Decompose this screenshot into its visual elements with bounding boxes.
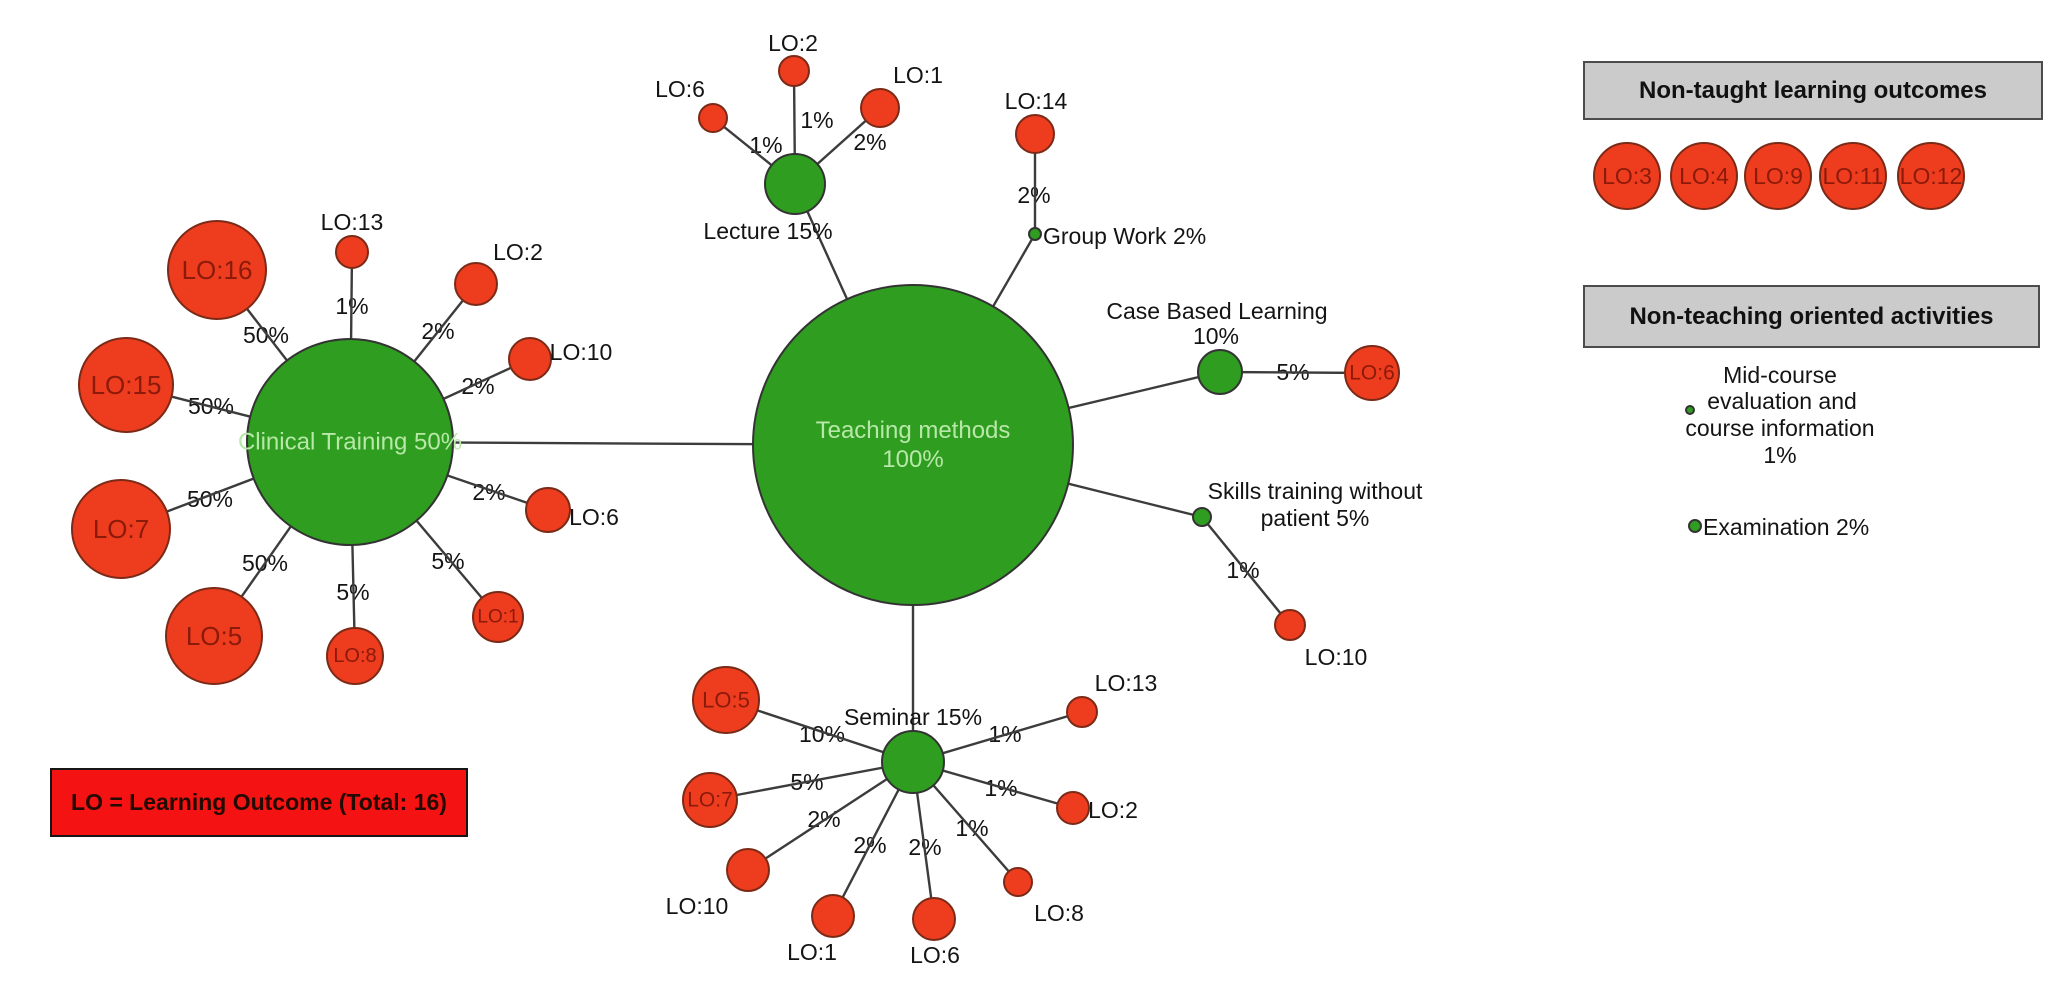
floating-label-midcourse-line4: 1% [1763,442,1796,468]
se_lo1-label: LO:1 [787,939,837,965]
c_lo8-circle [326,627,384,685]
nt_lo11-label: LO:11 [1823,163,1884,189]
seminar-circle [881,730,945,794]
nt_lo4-circle [1670,142,1738,210]
c_lo5-circle [165,587,263,685]
group_work-circle [1028,227,1042,241]
s_lo10-label: LO:10 [1305,644,1368,670]
legend-note-text: LO = Learning Outcome (Total: 16) [71,789,447,815]
se_lo6-circle [912,897,956,941]
nt_lo12-label: LO:12 [1900,163,1963,189]
edge-seminar-se_lo10 [747,760,914,872]
c_lo1-circle [472,591,524,643]
se_lo8-label: LO:8 [1034,900,1084,926]
c_lo10-label: LO:10 [550,339,613,365]
clinical-label: Clinical Training 50% [238,429,462,456]
c_lo2-label: LO:2 [493,239,543,265]
l_lo6-label: LO:6 [655,76,705,102]
se_lo2-label: LO:2 [1088,797,1138,823]
nt_lo3-circle [1593,142,1661,210]
g_lo14-label: LO:14 [1005,88,1068,114]
nt_lo9-label: LO:9 [1753,163,1803,189]
c_lo7-label: LO:7 [93,514,149,544]
se_lo7-label: LO:7 [687,789,733,812]
se_lo7-circle [682,772,738,828]
skills_training-circle [1192,507,1212,527]
floating-label-examination: Examination 2% [1703,514,1869,540]
edge-weight-label-lecture-l_lo1: 2% [853,129,886,155]
se_lo13-circle [1066,696,1098,728]
se_lo1-circle [811,894,855,938]
legend-note-box: LO = Learning Outcome (Total: 16) [50,768,468,837]
panel-non-teaching-title: Non-teaching oriented activities [1629,302,1994,330]
exam_dot-circle [1688,519,1702,533]
nt_lo4-label: LO:4 [1679,163,1729,189]
teaching-circle [752,284,1074,606]
teaching-label: Teaching methods 100% [816,417,1011,473]
c_lo13-label: LO:13 [321,209,384,235]
c_lo8-label: LO:8 [333,645,376,667]
s_lo10-circle [1274,609,1306,641]
g_lo14-circle [1015,114,1055,154]
floating-label-skills-title-line1: Skills training without [1208,478,1423,504]
midcourse_dot-circle [1685,405,1695,415]
se_lo13-label: LO:13 [1095,670,1158,696]
c_lo16-label: LO:16 [182,255,253,285]
l_lo6-circle [698,103,728,133]
floating-label-lecture-title: Lecture 15% [703,218,832,244]
nt_lo9-circle [1744,142,1812,210]
edge-weight-label-skills_training-s_lo10: 1% [1226,557,1259,583]
floating-label-midcourse-line2: evaluation and [1707,388,1857,414]
c_lo10-circle [508,337,552,381]
edge-weight-label-seminar-se_lo5: 10% [799,721,845,747]
floating-label-seminar-title: Seminar 15% [844,704,982,730]
edge-weight-label-lecture-l_lo2: 1% [800,107,833,133]
floating-label-skills-title-line2: patient 5% [1261,505,1370,531]
c_lo2-circle [454,262,498,306]
floating-label-case-based-title-line1: Case Based Learning [1106,298,1327,324]
l_lo1-circle [860,88,900,128]
c_lo13-circle [335,235,369,269]
se_lo5-label: LO:5 [702,688,750,713]
se_lo2-circle [1056,791,1090,825]
edge-weight-label-lecture-l_lo6: 1% [749,132,782,158]
case_based-circle [1197,349,1243,395]
l_lo2-circle [778,55,810,87]
edge-weight-label-clinical-c_lo6: 2% [472,479,505,505]
c_lo7-circle [71,479,171,579]
c_lo6-label: LO:6 [569,504,619,530]
floating-label-case-based-title-line2: 10% [1193,323,1239,349]
se_lo10-circle [726,848,770,892]
cb_lo6-label: LO:6 [1349,362,1395,385]
nt_lo3-label: LO:3 [1602,163,1652,189]
edge-seminar-se_lo7 [709,760,914,802]
se_lo10-label: LO:10 [666,893,729,919]
se_lo6-label: LO:6 [910,942,960,968]
l_lo1-label: LO:1 [893,62,943,88]
c_lo6-circle [525,487,571,533]
clinical-circle [246,338,454,546]
l_lo2-label: LO:2 [768,30,818,56]
floating-label-midcourse-line3: course information [1685,415,1874,441]
floating-label-group-work-title: Group Work 2% [1043,223,1206,249]
se_lo8-circle [1003,867,1033,897]
c_lo1-label: LO:1 [477,607,518,628]
edge-skills_training-s_lo10 [1201,516,1291,626]
lecture-circle [764,153,826,215]
c_lo5-label: LO:5 [186,621,242,651]
c_lo15-label: LO:15 [91,370,162,400]
se_lo5-circle [692,666,760,734]
cb_lo6-circle [1344,345,1400,401]
c_lo16-circle [167,220,267,320]
nt_lo11-circle [1819,142,1887,210]
nt_lo12-circle [1897,142,1965,210]
panel-non-teaching-activities: Non-teaching oriented activities [1583,285,2040,348]
c_lo15-circle [78,337,174,433]
panel-non-taught-outcomes: Non-taught learning outcomes [1583,61,2043,120]
floating-label-midcourse-line1: Mid-course [1723,362,1837,388]
panel-non-taught-title: Non-taught learning outcomes [1639,76,1987,104]
